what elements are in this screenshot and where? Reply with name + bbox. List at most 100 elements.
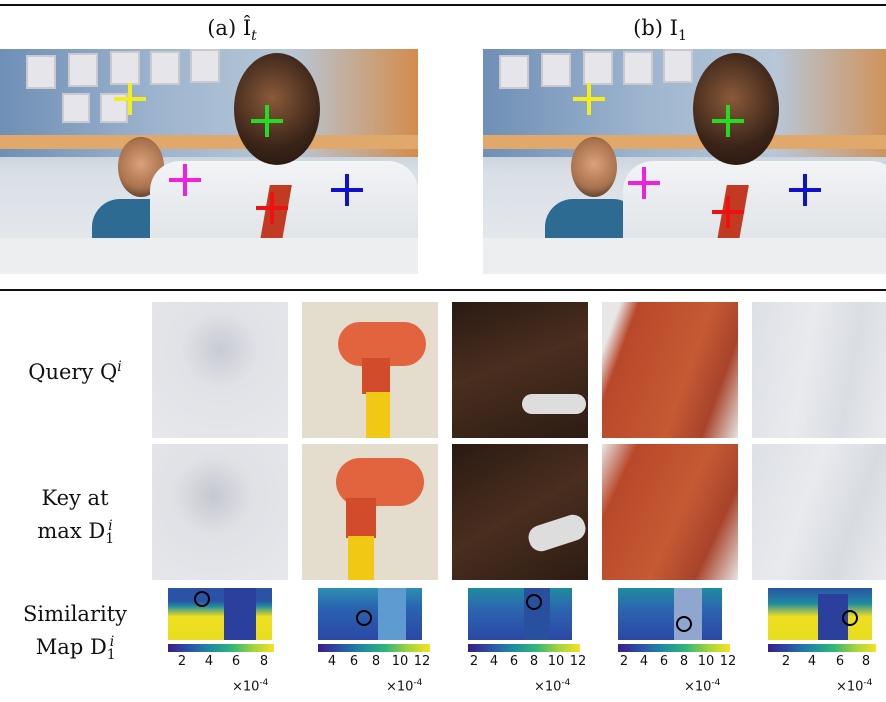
tick-label: 4 [204,654,214,669]
query-patch-4 [602,302,738,438]
colorbar-ticks-5: 2 4 6 8 [768,654,886,674]
query-label-sup: i [117,359,122,375]
key-patch-2 [302,444,438,580]
key-patch-5 [752,444,886,580]
magenta-cross-marker [628,167,660,199]
tick-label: 10 [547,654,565,669]
boy-head [234,53,320,165]
tick-label: 2 [469,654,479,669]
map-silhouette [224,588,256,640]
red-cross-marker [712,196,744,228]
toy-stem [346,498,376,538]
query-patch-2 [302,302,438,438]
tick-label: 10 [697,654,715,669]
max-location-circle [526,594,542,610]
shelf [483,134,886,149]
key-patch-4 [602,444,738,580]
tick-label: 6 [231,654,241,669]
max-location-circle [842,610,858,626]
yellow-cross-marker [573,83,605,115]
caption-b-text: (b) I [633,16,678,40]
shelf [0,134,418,149]
blue-cross-marker [789,174,821,206]
tick-label: 6 [509,654,519,669]
similarity-row-label: Similarity Map D1i [0,600,150,669]
wall-picture [541,53,571,87]
wall-picture [26,55,56,89]
caption-b-sub: 1 [677,28,687,45]
tick-label: 8 [371,654,381,669]
wall-picture [150,51,180,85]
key-label-max: max D [37,519,106,543]
tick-label: 12 [569,654,587,669]
tick-label: 8 [679,654,689,669]
tick-label: 6 [349,654,359,669]
colorbar-4 [618,644,730,652]
boy-head [693,53,779,165]
sim-label-sup: i [109,634,115,650]
wall-picture [583,51,613,85]
tick-label: 2 [177,654,187,669]
key-label-line1: Key at [41,486,109,510]
table [483,238,886,274]
wall-picture [110,51,140,85]
tick-label: 10 [391,654,409,669]
tick-label: 8 [259,654,269,669]
similarity-map-2 [318,588,422,640]
tick-label: 12 [719,654,737,669]
max-location-circle [676,616,692,632]
exponent-power: -4 [413,678,423,688]
similarity-map-4 [618,588,722,640]
key-patch-3 [452,444,588,580]
tick-label: 6 [659,654,669,669]
similarity-map-1 [168,588,272,640]
colorbar-exponent-1: ×10-4 [232,678,268,694]
wall-picture [663,49,693,83]
exponent-power: -4 [863,678,873,688]
key-row-label: Key at max D1i [0,484,150,553]
caption-a-text: (a) Î [207,16,252,40]
exponent-base: ×10 [534,679,562,695]
similarity-map-3 [468,588,572,640]
tick-label: 8 [861,654,871,669]
colorbar-1 [168,644,274,652]
blue-cross-marker [331,174,363,206]
photo-a [0,49,418,274]
query-label-text: Query Q [28,360,118,384]
tick-label: 6 [835,654,845,669]
colorbar-exponent-5: ×10-4 [836,678,872,694]
tick-label: 4 [807,654,817,669]
tick-label: 4 [639,654,649,669]
magenta-cross-marker [169,164,201,196]
map-silhouette [674,588,702,640]
sim-label-line2: Map D1i [0,628,150,669]
top-rule [0,4,886,6]
query-patch-1 [152,302,288,438]
key-label-line2: max D1i [0,512,150,553]
middle-rule [0,289,886,291]
caption-a: (a) Ît [12,16,452,44]
similarity-map-5 [768,588,872,640]
colorbar-ticks-3: 2 4 6 8 10 12 [468,654,608,674]
exponent-base: ×10 [232,679,260,695]
tick-label: 8 [529,654,539,669]
colorbar-ticks-4: 2 4 6 8 10 12 [618,654,758,674]
colorbar-exponent-2: ×10-4 [386,678,422,694]
caption-b: (b) I1 [440,16,880,44]
exponent-base: ×10 [684,679,712,695]
tick-label: 4 [327,654,337,669]
tick-label: 2 [619,654,629,669]
table [0,238,418,274]
colorbar-exponent-3: ×10-4 [534,678,570,694]
colorbar-exponent-4: ×10-4 [684,678,720,694]
exponent-base: ×10 [386,679,414,695]
tick-label: 2 [781,654,791,669]
toy-stick [366,392,390,438]
teeth [522,394,586,414]
query-patch-5 [752,302,886,438]
tick-label: 12 [413,654,431,669]
green-cross-marker [712,105,744,137]
map-silhouette [378,588,406,640]
teeth [525,511,588,555]
exponent-power: -4 [561,678,571,688]
